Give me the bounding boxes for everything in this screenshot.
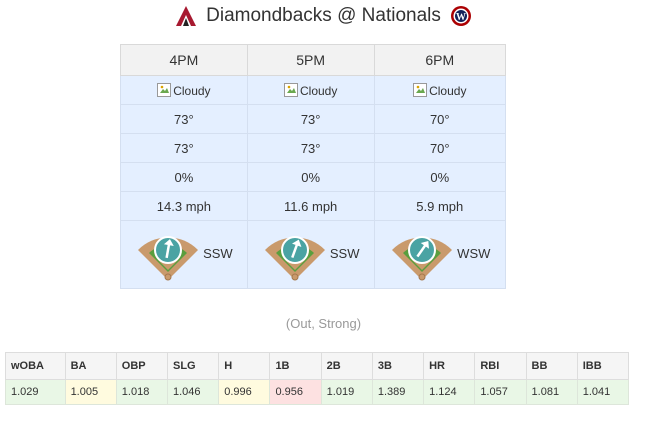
wind-speed-cell: 11.6 mph bbox=[246, 191, 375, 221]
precipitation-cell: 0% bbox=[246, 162, 375, 192]
hour-header-row: 4PM 5PM 6PM bbox=[120, 44, 507, 76]
stat-header: wOBA bbox=[5, 352, 66, 380]
wind-direction-cell: SSW bbox=[120, 220, 248, 289]
wind-direction-cell: SSW bbox=[246, 220, 375, 289]
feels-like-cell: 73° bbox=[120, 133, 248, 163]
wind-speed-row: 14.3 mph 11.6 mph 5.9 mph bbox=[120, 191, 507, 221]
condition-cell: Cloudy bbox=[246, 75, 375, 105]
stat-header: BA bbox=[64, 352, 117, 380]
precipitation-cell: 0% bbox=[120, 162, 248, 192]
feels-like-row: 73° 73° 70° bbox=[120, 133, 507, 163]
stat-value: 1.389 bbox=[371, 379, 425, 405]
stat-header: 1B bbox=[269, 352, 322, 380]
matchup-title: Diamondbacks @ Nationals W bbox=[0, 2, 647, 30]
diamondbacks-logo-icon bbox=[175, 5, 197, 27]
svg-text:W: W bbox=[456, 12, 466, 23]
stat-header: RBI bbox=[474, 352, 527, 380]
condition-cell: Cloudy bbox=[120, 75, 248, 105]
hour-header: 4PM bbox=[120, 44, 248, 76]
wind-speed-cell: 5.9 mph bbox=[373, 191, 507, 221]
feels-like-cell: 70° bbox=[373, 133, 507, 163]
weather-forecast-table: 4PM 5PM 6PM Cloudy Cloudy Cloudy bbox=[120, 44, 507, 289]
broken-image-icon bbox=[157, 82, 173, 97]
ballpark-wind-icon bbox=[389, 224, 455, 282]
wind-direction-label: SSW bbox=[203, 245, 233, 261]
park-factors-table: wOBA BA OBP SLG H 1B 2B 3B HR RBI BB IBB… bbox=[5, 352, 630, 405]
home-team-name: Nationals bbox=[361, 5, 441, 26]
wind-direction-label: WSW bbox=[457, 245, 491, 261]
nationals-logo-icon: W bbox=[450, 5, 472, 27]
condition-label: Cloudy bbox=[173, 83, 211, 98]
stat-header: HR bbox=[423, 352, 476, 380]
stat-value: 1.041 bbox=[576, 379, 630, 405]
stat-header: OBP bbox=[115, 352, 169, 380]
ballpark-wind-icon bbox=[262, 224, 328, 282]
condition-cell: Cloudy bbox=[373, 75, 507, 105]
ballpark-wind-icon bbox=[135, 224, 201, 282]
precipitation-cell: 0% bbox=[373, 162, 507, 192]
wind-note: (Out, Strong) bbox=[285, 316, 362, 331]
hour-header: 6PM bbox=[373, 44, 507, 76]
stat-value: 1.057 bbox=[474, 379, 527, 405]
stat-value: 1.081 bbox=[525, 379, 578, 405]
wind-direction-cell: WSW bbox=[373, 220, 507, 289]
hour-header: 5PM bbox=[246, 44, 375, 76]
temperature-cell: 70° bbox=[373, 104, 507, 134]
away-team-name: Diamondbacks bbox=[206, 5, 332, 26]
temperature-cell: 73° bbox=[120, 104, 248, 134]
feels-like-cell: 73° bbox=[246, 133, 375, 163]
stat-header: 2B bbox=[320, 352, 373, 380]
temperature-cell: 73° bbox=[246, 104, 375, 134]
wind-speed-cell: 14.3 mph bbox=[120, 191, 248, 221]
park-factors-value-row: 1.029 1.005 1.018 1.046 0.996 0.956 1.01… bbox=[5, 379, 630, 405]
stat-value: 1.029 bbox=[5, 379, 66, 405]
broken-image-icon bbox=[413, 82, 429, 97]
stat-header: 3B bbox=[371, 352, 425, 380]
stat-value: 1.018 bbox=[115, 379, 169, 405]
stat-value: 1.005 bbox=[64, 379, 117, 405]
wind-direction-row: SSW bbox=[120, 220, 507, 289]
stat-value: 1.019 bbox=[320, 379, 373, 405]
precipitation-row: 0% 0% 0% bbox=[120, 162, 507, 192]
condition-label: Cloudy bbox=[299, 83, 338, 98]
stat-header: BB bbox=[525, 352, 578, 380]
wind-direction-label: SSW bbox=[329, 245, 360, 261]
stat-value: 0.996 bbox=[218, 379, 271, 405]
park-factors-header-row: wOBA BA OBP SLG H 1B 2B 3B HR RBI BB IBB bbox=[5, 352, 630, 380]
stat-header: SLG bbox=[166, 352, 220, 380]
condition-row: Cloudy Cloudy Cloudy bbox=[120, 75, 507, 105]
stat-header: IBB bbox=[576, 352, 630, 380]
stat-value: 0.956 bbox=[269, 379, 322, 405]
broken-image-icon bbox=[283, 82, 300, 97]
temperature-row: 73° 73° 70° bbox=[120, 104, 507, 134]
stat-header: H bbox=[218, 352, 271, 380]
condition-label: Cloudy bbox=[429, 83, 467, 98]
stat-value: 1.124 bbox=[423, 379, 476, 405]
at-separator: @ bbox=[337, 5, 357, 26]
stat-value: 1.046 bbox=[166, 379, 220, 405]
